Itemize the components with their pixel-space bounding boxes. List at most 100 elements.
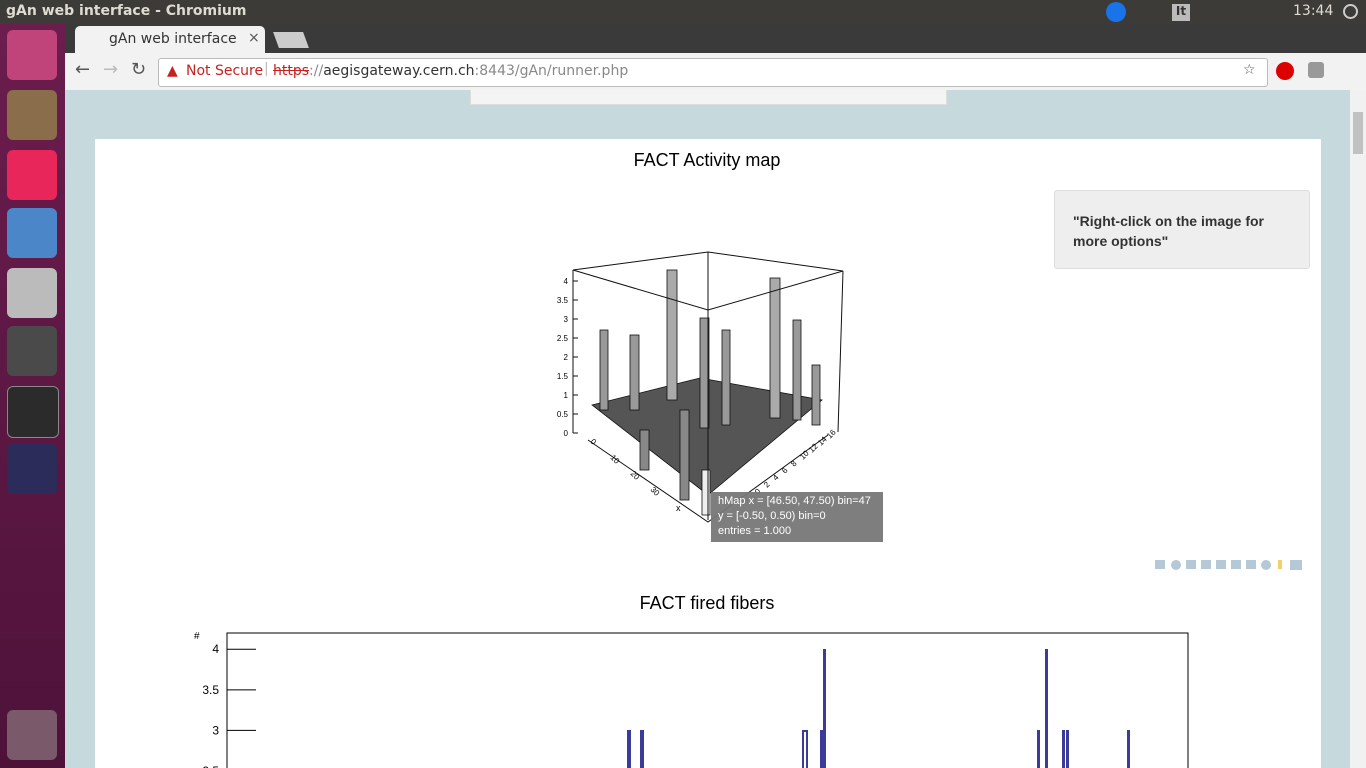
lego-bar — [721, 329, 731, 426]
y-tick-label: 6 — [780, 466, 790, 476]
tooltip-line: y = [-0.50, 0.50) bin=0 — [718, 510, 826, 522]
y-axis-label: # — [194, 631, 200, 642]
url-path: :8443/gAn/runner.php — [474, 63, 629, 79]
tooltip-line: hMap x = [46.50, 47.50) bin=47 — [718, 495, 871, 507]
y-tick-label: 16 — [825, 427, 838, 440]
lego-bar — [699, 317, 710, 429]
spike — [1066, 730, 1069, 768]
separator: | — [264, 61, 269, 77]
lego-bar — [599, 329, 609, 411]
system-top-bar: gAn web interface - Chromium It 13:44 — [0, 0, 1366, 24]
lego-bar — [639, 429, 650, 471]
security-label[interactable]: Not Secure — [186, 63, 264, 79]
x-axis-label: x — [676, 503, 681, 513]
forward-button[interactable]: → — [103, 59, 119, 80]
z-tick-label: 4 — [564, 277, 569, 286]
lego-bar — [679, 409, 690, 501]
trash-icon[interactable] — [7, 710, 57, 760]
lego-bar — [811, 364, 821, 426]
spike — [627, 730, 631, 768]
teamviewer-icon[interactable] — [1106, 2, 1126, 22]
address-bar[interactable]: ▲ Not Secure | https://aegisgateway.cern… — [158, 58, 1268, 87]
toolbar-button[interactable] — [1246, 560, 1256, 569]
upper-panel — [470, 90, 947, 105]
plot-toolbar — [1155, 560, 1302, 570]
flickr-icon[interactable] — [7, 150, 57, 200]
z-tick-label: 3 — [564, 315, 569, 324]
browser-tab[interactable]: gAn web interface × — [75, 26, 265, 53]
z-tick-label: 3.5 — [557, 296, 569, 305]
toolbar-button[interactable] — [1171, 560, 1181, 570]
y-tick-label: 4 — [212, 642, 219, 656]
url-host: aegisgateway.cern.ch — [323, 63, 475, 79]
spike — [802, 730, 808, 768]
terminal-icon[interactable] — [7, 386, 59, 438]
adblock-icon[interactable] — [1276, 62, 1294, 80]
spike — [640, 730, 644, 768]
reload-button[interactable]: ↻ — [131, 59, 147, 80]
z-tick-label: 2 — [564, 353, 569, 362]
toolbar-button[interactable] — [1155, 560, 1165, 569]
y-tick-label: 3.5 — [202, 683, 219, 697]
lego-frame — [572, 251, 844, 523]
bookmark-star[interactable]: ☆ — [1243, 62, 1256, 78]
lego-plot[interactable] — [591, 269, 823, 516]
scroll-thumb[interactable] — [1353, 112, 1363, 154]
hist-frame — [226, 632, 1189, 768]
sublime-icon[interactable] — [7, 326, 57, 376]
chromium-icon[interactable] — [7, 208, 57, 258]
url: https://aegisgateway.cern.ch:8443/gAn/ru… — [273, 63, 628, 79]
keyboard-indicator[interactable]: It — [1172, 4, 1190, 21]
y-tick-label: 2.5 — [202, 764, 219, 768]
toolbar-button[interactable] — [1231, 560, 1241, 569]
frame-edge — [837, 270, 844, 433]
frame-base — [587, 434, 829, 523]
x-tick-label: 0 — [589, 437, 599, 447]
scrollbar[interactable] — [1350, 90, 1366, 768]
lego-bar — [629, 334, 640, 411]
z-tick-label: 2.5 — [557, 334, 569, 343]
spike — [1037, 730, 1040, 768]
fired-fibers-title: FACT fired fibers — [640, 593, 775, 613]
lego-bar — [666, 269, 678, 401]
back-button[interactable]: ← — [75, 59, 91, 80]
spike — [1045, 649, 1048, 768]
z-tick-label: 0.5 — [557, 410, 569, 419]
hist-spikes — [627, 649, 1130, 768]
z-axis: 0 0.5 1 1.5 2 2.5 3 3.5 4 — [557, 277, 578, 438]
tooltip-text: hMap x = [46.50, 47.50) bin=47 y = [-0.50… — [718, 495, 871, 537]
hint-box: "Right-click on the image for more optio… — [1054, 190, 1310, 269]
z-tick-label: 1 — [564, 391, 569, 400]
toolbar-button[interactable] — [1216, 560, 1226, 569]
lego-bar — [701, 469, 711, 516]
lego-mass — [591, 377, 823, 496]
settings-icon[interactable] — [1343, 4, 1358, 19]
hist-y-axis: 4 3.5 3 2.5 — [202, 642, 256, 768]
toolbar-button[interactable] — [1290, 560, 1302, 570]
spike — [823, 649, 826, 768]
eclipse-icon[interactable] — [7, 444, 57, 494]
files-icon[interactable] — [7, 90, 57, 140]
clock[interactable]: 13:44 — [1293, 3, 1334, 19]
z-tick-label: 0 — [564, 429, 569, 438]
launcher — [0, 24, 65, 768]
tab-close[interactable]: × — [248, 30, 260, 46]
y-tick-label: 4 — [771, 473, 781, 483]
ubuntu-icon[interactable] — [7, 30, 57, 80]
y-tick-label: 8 — [789, 459, 799, 469]
y-tick-label: 0 — [753, 487, 763, 497]
warning-icon: ▲ — [167, 63, 178, 79]
url-separator: :// — [309, 63, 324, 79]
activity-map-title: FACT Activity map — [634, 150, 781, 170]
toolbar-button[interactable] — [1278, 560, 1282, 569]
toolbar-button[interactable] — [1261, 560, 1271, 570]
camera-icon[interactable] — [7, 268, 57, 318]
extension-icon[interactable] — [1308, 62, 1324, 78]
toolbar-button[interactable] — [1201, 560, 1211, 569]
toolbar-button[interactable] — [1186, 560, 1196, 569]
spike — [1062, 730, 1065, 768]
x-tick-label: 30 — [649, 485, 662, 498]
spike — [820, 730, 823, 768]
